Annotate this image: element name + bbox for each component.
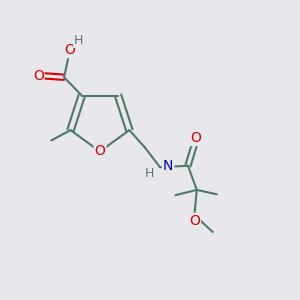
Text: O: O bbox=[189, 214, 200, 228]
Text: O: O bbox=[190, 131, 201, 145]
Text: H: H bbox=[145, 167, 154, 180]
Text: H: H bbox=[74, 34, 83, 47]
Text: O: O bbox=[94, 145, 105, 158]
Text: O: O bbox=[33, 69, 44, 83]
Text: N: N bbox=[163, 159, 173, 173]
Text: O: O bbox=[64, 43, 75, 57]
